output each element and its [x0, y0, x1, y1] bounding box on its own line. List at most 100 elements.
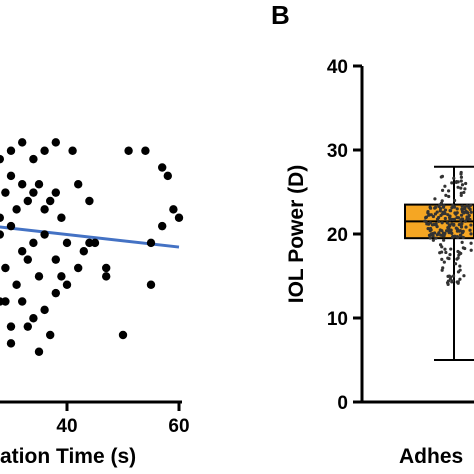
data-point	[0, 213, 4, 222]
box-point	[444, 193, 448, 197]
x-category-label: Adhes	[399, 445, 463, 468]
box-point	[459, 251, 463, 256]
data-point	[74, 263, 83, 273]
box-point	[469, 241, 473, 245]
data-point	[18, 180, 27, 189]
box-point	[440, 221, 444, 225]
box-point	[458, 229, 463, 233]
box-point	[459, 234, 463, 238]
y-tick-label: 0	[337, 393, 348, 414]
box-point	[433, 197, 437, 201]
box-point	[445, 221, 449, 225]
x-axis-ticks: 40 60	[56, 402, 190, 437]
data-point	[169, 205, 178, 214]
box-point	[469, 232, 473, 236]
x-tick-label: 40	[56, 416, 77, 437]
box-point	[458, 264, 462, 268]
data-point	[29, 154, 38, 164]
box-point	[469, 223, 473, 227]
box-point	[460, 240, 464, 244]
box-point	[438, 206, 443, 211]
box-point	[460, 217, 464, 221]
box-point	[457, 223, 461, 227]
data-point	[158, 221, 167, 231]
data-point	[141, 146, 150, 155]
box-point	[455, 207, 459, 211]
box-point	[438, 209, 442, 213]
box-point	[440, 257, 444, 261]
box-point	[442, 211, 446, 215]
data-point	[18, 138, 27, 147]
box-point	[450, 279, 455, 283]
data-point	[46, 196, 55, 206]
box-point	[454, 226, 458, 230]
scatter-points	[0, 138, 184, 356]
data-point	[34, 180, 44, 189]
y-axis-ticks: 0 10 20 30 40	[327, 57, 362, 414]
box-point	[468, 228, 472, 232]
box-point	[428, 221, 432, 225]
panel-b: B 0 10 20 30 40 IOL Power (D) Adhes	[271, 0, 474, 468]
box-point	[461, 229, 465, 234]
box-point	[446, 256, 450, 260]
box-point	[431, 214, 435, 219]
x-tick-label: 60	[168, 416, 189, 437]
box-point	[452, 198, 457, 203]
box-point	[424, 216, 428, 220]
box-point	[451, 203, 455, 207]
data-point	[40, 230, 49, 239]
data-point	[102, 263, 111, 273]
box-point	[426, 210, 430, 214]
data-point	[46, 330, 55, 340]
data-point	[68, 146, 77, 155]
box-point	[427, 213, 431, 217]
data-point	[40, 205, 49, 214]
panel-a: 40 60 ation Time (s)	[0, 138, 190, 468]
data-point	[57, 272, 66, 281]
box-point	[464, 225, 468, 229]
data-point	[124, 146, 133, 155]
box-point	[449, 228, 453, 232]
box-point	[440, 188, 445, 192]
box-point	[434, 236, 438, 240]
box-point	[443, 247, 447, 251]
box-point	[460, 183, 465, 187]
box-point	[447, 215, 452, 220]
data-point	[1, 263, 10, 273]
data-point	[23, 196, 32, 206]
box-point	[446, 279, 451, 283]
box-point	[462, 211, 466, 215]
regression-line	[0, 225, 180, 249]
box-point	[459, 213, 464, 217]
data-point	[62, 238, 72, 248]
box-point	[448, 209, 453, 213]
box-point	[450, 222, 454, 226]
data-point	[29, 188, 38, 197]
data-point	[6, 221, 16, 231]
box-points	[423, 170, 473, 286]
box-plot	[404, 165, 474, 361]
box-point	[469, 248, 473, 252]
data-point	[12, 205, 21, 214]
box-point	[440, 199, 444, 203]
box-point	[459, 179, 463, 183]
box-point	[453, 262, 458, 266]
box-point	[450, 181, 454, 185]
box-point	[460, 207, 464, 211]
box-point	[455, 235, 459, 239]
box-point	[463, 205, 467, 210]
box-point	[425, 222, 429, 226]
box-point	[443, 208, 448, 212]
data-point	[29, 238, 38, 248]
data-point	[51, 188, 60, 197]
box-point	[455, 211, 459, 215]
data-point	[163, 171, 172, 181]
box-point	[449, 247, 453, 251]
box-point	[459, 193, 463, 197]
box-point	[453, 234, 457, 238]
data-point	[12, 280, 21, 289]
box-point	[448, 218, 452, 222]
data-point	[34, 272, 44, 281]
data-point	[23, 322, 32, 331]
box-point	[438, 251, 442, 255]
